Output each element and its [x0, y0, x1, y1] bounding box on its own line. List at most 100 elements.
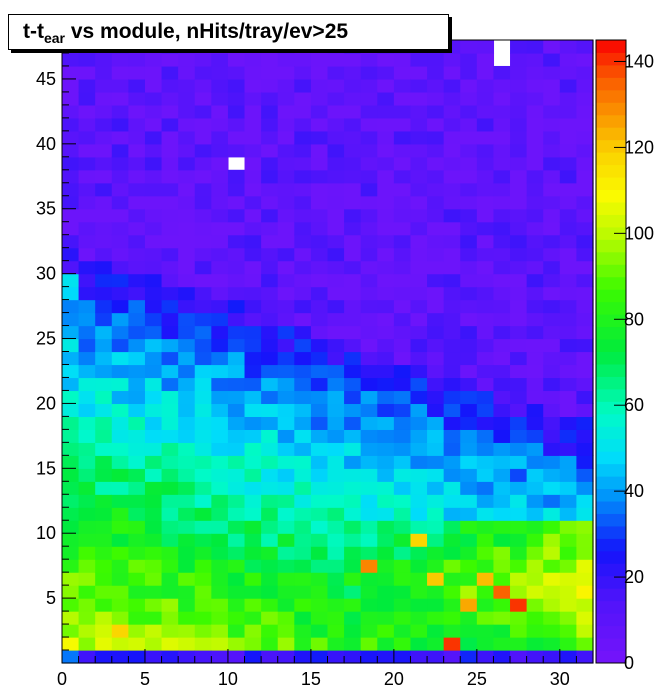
heatmap-cell: [161, 650, 179, 664]
heatmap-cell: [277, 442, 295, 456]
heatmap-cell: [344, 247, 362, 262]
heatmap-cell: [360, 468, 378, 482]
heatmap-cell: [78, 247, 96, 262]
heatmap-cell: [493, 403, 511, 417]
heatmap-cell: [476, 494, 495, 508]
heatmap-cell: [559, 40, 577, 54]
heatmap-cell: [476, 598, 495, 612]
heatmap-cell: [178, 403, 196, 417]
heatmap-cell: [410, 247, 428, 262]
heatmap-cell: [161, 195, 179, 210]
heatmap-cell: [144, 286, 163, 301]
heatmap-cell: [360, 234, 378, 249]
heatmap-cell: [78, 611, 96, 625]
palette-step: [596, 426, 626, 440]
heatmap-cell: [95, 403, 113, 417]
heatmap-cell: [128, 481, 146, 495]
heatmap-cell: [128, 234, 146, 249]
heatmap-cell: [194, 208, 212, 223]
heatmap-cell: [211, 442, 229, 456]
heatmap-cell: [144, 364, 163, 379]
heatmap-cell: [227, 442, 246, 456]
heatmap-cell: [460, 299, 478, 314]
heatmap-cell: [460, 130, 478, 145]
heatmap-cell: [559, 429, 577, 443]
heatmap-cell: [427, 208, 445, 223]
heatmap-cell: [294, 91, 312, 106]
heatmap-cell: [377, 481, 395, 495]
heatmap-cell: [95, 195, 113, 210]
heatmap-cell: [576, 247, 594, 262]
palette-step: [596, 600, 626, 614]
heatmap-cell: [510, 130, 528, 145]
heatmap-cell: [526, 286, 544, 301]
heatmap-cell: [526, 247, 544, 262]
heatmap-cell: [95, 572, 113, 586]
heatmap-cell: [128, 338, 146, 353]
heatmap-cell: [427, 559, 445, 573]
heatmap-cell: [277, 390, 295, 405]
heatmap-cell: [294, 572, 312, 586]
heatmap-cell: [526, 546, 544, 560]
heatmap-cell: [526, 312, 544, 327]
heatmap-cell: [510, 338, 528, 353]
heatmap-cell: [327, 273, 345, 288]
heatmap-cell: [161, 429, 179, 443]
heatmap-cell: [393, 377, 412, 392]
y-tick-label: 20: [36, 393, 56, 413]
heatmap-cell: [95, 624, 113, 638]
heatmap-cell: [526, 325, 544, 340]
heatmap-cell: [211, 455, 229, 469]
heatmap-cell: [78, 286, 96, 301]
heatmap-cell: [377, 546, 395, 560]
heatmap-cell: [576, 572, 594, 586]
heatmap-cell: [62, 169, 80, 184]
heatmap-cell: [410, 585, 428, 599]
heatmap-cell: [227, 455, 246, 469]
heatmap-cell: [178, 286, 196, 301]
heatmap-cell: [227, 65, 246, 80]
heatmap-cell: [161, 507, 179, 521]
heatmap-cell: [493, 585, 511, 599]
heatmap-cell: [543, 611, 561, 625]
heatmap-cell: [543, 559, 561, 573]
heatmap-cell: [576, 650, 594, 664]
heatmap-cell: [294, 364, 312, 379]
palette-step: [596, 102, 626, 116]
heatmap-cell: [327, 234, 345, 249]
heatmap-cell: [194, 65, 212, 80]
heatmap-cell: [576, 117, 594, 132]
heatmap-cell: [377, 312, 395, 327]
heatmap-cell: [360, 325, 378, 340]
colorbar-tick-label: 120: [624, 137, 654, 157]
heatmap-cell: [476, 429, 495, 443]
heatmap-cell: [227, 650, 246, 664]
heatmap-cell: [194, 156, 212, 171]
heatmap-cell: [78, 364, 96, 379]
heatmap-cell: [294, 481, 312, 495]
heatmap-cell: [78, 65, 96, 80]
heatmap-cell: [344, 169, 362, 184]
heatmap-cell: [460, 455, 478, 469]
heatmap-cell: [144, 234, 163, 249]
heatmap-cell: [443, 403, 461, 417]
heatmap-cell: [443, 221, 461, 236]
heatmap-cell: [294, 299, 312, 314]
heatmap-cell: [111, 351, 129, 366]
heatmap-cell: [576, 312, 594, 327]
heatmap-cell: [78, 481, 96, 495]
heatmap-cell: [261, 195, 279, 210]
heatmap-cell: [62, 91, 80, 106]
heatmap-cell: [178, 572, 196, 586]
heatmap-cell: [211, 507, 229, 521]
heatmap-cell: [294, 247, 312, 262]
heatmap-cell: [261, 312, 279, 327]
heatmap-cell: [128, 468, 146, 482]
heatmap-cell: [261, 52, 279, 67]
heatmap-cell: [78, 468, 96, 482]
heatmap-cell: [161, 78, 179, 93]
heatmap-cell: [95, 260, 113, 275]
heatmap-cell: [161, 364, 179, 379]
palette-step: [596, 77, 626, 91]
heatmap-cell: [344, 260, 362, 275]
